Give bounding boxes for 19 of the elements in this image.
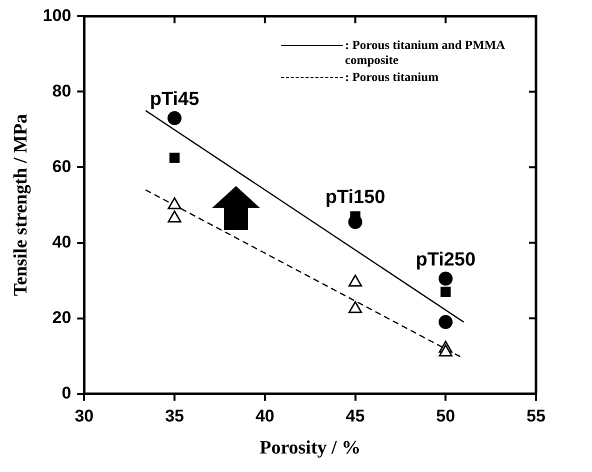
y-tick-label: 40 — [52, 232, 72, 252]
legend-label: : Porous titanium and PMMA composite — [345, 38, 506, 68]
x-tick-label: 40 — [255, 406, 274, 426]
x-tick-label: 45 — [346, 406, 365, 426]
y-tick-label: 0 — [62, 383, 72, 402]
y-tick-label: 60 — [52, 156, 72, 176]
annotation: pTi250 — [416, 249, 476, 270]
legend-label: : Porous titanium — [345, 70, 440, 86]
y-tick-label: 80 — [52, 81, 72, 100]
x-axis-title: Porosity / % — [260, 438, 361, 459]
x-tick-label: 50 — [436, 406, 456, 426]
y-tick-label: 100 — [42, 6, 72, 25]
annotation: pTi45 — [150, 88, 200, 110]
y-axis-title: Tensile strength / MPa — [10, 113, 32, 296]
x-tick-label: 35 — [165, 406, 184, 426]
x-tick-label: 55 — [526, 406, 546, 426]
x-tick-label: 30 — [74, 406, 94, 426]
y-tick-label: 20 — [52, 308, 72, 327]
annotation: pTi150 — [325, 187, 386, 208]
